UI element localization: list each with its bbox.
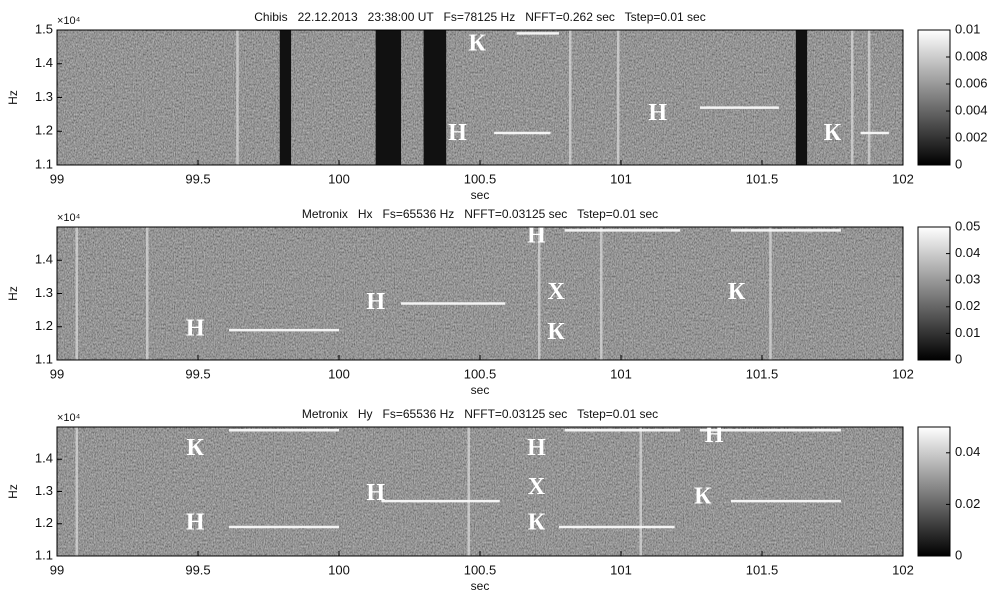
colorbar-tick-label: 0.05 (955, 218, 980, 233)
x-tick-label: 99.5 (185, 366, 210, 381)
x-axis-label: sec (471, 188, 490, 202)
x-tick-label: 101 (610, 562, 632, 577)
y-axis-label: Hz (6, 286, 20, 301)
annotation: К (694, 483, 712, 509)
annotation: Н (186, 316, 205, 342)
annotation: К (824, 120, 842, 146)
colorbar-tick-label: 0.04 (955, 444, 980, 459)
annotation: К (468, 30, 486, 56)
colorbar-tick-label: 0.008 (955, 48, 988, 63)
colorbar (917, 426, 951, 557)
y-tick-label: 1.2 (35, 123, 53, 138)
x-axis-label: sec (471, 579, 490, 593)
x-tick-label: 99 (50, 366, 64, 381)
x-tick-label: 102 (892, 171, 914, 186)
annotation: Н (186, 509, 205, 535)
y-tick-label: 1.3 (35, 89, 53, 104)
y-axis-label: Hz (6, 90, 20, 105)
y-tick-label: 1.1 (35, 156, 53, 171)
colorbar-tick-label: 0.002 (955, 129, 988, 144)
colorbar-tick-label: 0.006 (955, 75, 988, 90)
x-tick-label: 101.5 (746, 171, 779, 186)
annotation: Н (448, 120, 467, 146)
x-tick-label: 102 (892, 366, 914, 381)
y-tick-label: 1.1 (35, 547, 53, 562)
y-tick-label: 1.4 (35, 55, 53, 70)
chart-title: Chibis 22.12.2013 23:38:00 UT Fs=78125 H… (254, 10, 705, 24)
annotation: Х (547, 279, 565, 305)
y-tick-label: 1.4 (35, 451, 53, 466)
annotation: Х (528, 474, 546, 500)
colorbar (917, 226, 951, 361)
x-tick-label: 101.5 (746, 366, 779, 381)
annotation: Н (705, 422, 724, 448)
data-gap (423, 30, 447, 165)
y-multiplier: ×10⁴ (57, 412, 81, 424)
colorbar-tick-label: 0.03 (955, 272, 980, 287)
colorbar-tick-label: 0.01 (955, 21, 980, 36)
colorbar-tick-label: 0.04 (955, 245, 980, 260)
spectrogram-background (57, 30, 903, 165)
chart-title: Metronix Hy Fs=65536 Hz NFFT=0.03125 sec… (302, 407, 658, 421)
y-tick-label: 1.2 (35, 515, 53, 530)
x-tick-label: 99.5 (185, 562, 210, 577)
colorbar (917, 29, 951, 166)
y-tick-label: 1.4 (35, 252, 53, 267)
x-tick-label: 100 (328, 171, 350, 186)
x-tick-label: 100.5 (464, 562, 497, 577)
x-tick-label: 101.5 (746, 562, 779, 577)
spectrogram-background (57, 227, 903, 360)
x-tick-label: 99 (50, 171, 64, 186)
x-tick-label: 100.5 (464, 366, 497, 381)
x-tick-label: 101 (610, 171, 632, 186)
colorbar-tick-label: 0.02 (955, 496, 980, 511)
colorbar-tick-label: 0 (955, 547, 962, 562)
data-gap (279, 30, 292, 165)
y-multiplier: ×10⁴ (57, 15, 81, 27)
x-tick-label: 100 (328, 562, 350, 577)
x-axis-label: sec (471, 383, 490, 397)
x-tick-label: 100.5 (464, 171, 497, 186)
annotation: К (528, 509, 546, 535)
colorbar-tick-label: 0.004 (955, 102, 988, 117)
y-tick-label: 1.1 (35, 351, 53, 366)
annotation: Н (366, 480, 385, 506)
y-axis-label: Hz (6, 484, 20, 499)
y-tick-label: 1.3 (35, 483, 53, 498)
annotation: К (547, 319, 565, 345)
annotation: Н (527, 222, 546, 248)
y-multiplier: ×10⁴ (57, 212, 81, 224)
annotation: К (186, 435, 204, 461)
annotation: Н (648, 100, 667, 126)
annotation: К (728, 279, 746, 305)
annotation: Н (527, 435, 546, 461)
annotation: Н (366, 289, 385, 315)
y-tick-label: 1.5 (35, 21, 53, 36)
data-gap (375, 30, 402, 165)
colorbar-tick-label: 0 (955, 351, 962, 366)
colorbar-tick-label: 0.02 (955, 298, 980, 313)
y-tick-label: 1.2 (35, 318, 53, 333)
x-tick-label: 102 (892, 562, 914, 577)
spectrogram-background (57, 427, 903, 556)
data-gap (795, 30, 808, 165)
x-tick-label: 100 (328, 366, 350, 381)
x-tick-label: 99.5 (185, 171, 210, 186)
x-tick-label: 101 (610, 366, 632, 381)
colorbar-tick-label: 0 (955, 156, 962, 171)
x-tick-label: 99 (50, 562, 64, 577)
y-tick-label: 1.3 (35, 285, 53, 300)
colorbar-tick-label: 0.01 (955, 325, 980, 340)
chart-title: Metronix Hx Fs=65536 Hz NFFT=0.03125 sec… (302, 207, 658, 221)
